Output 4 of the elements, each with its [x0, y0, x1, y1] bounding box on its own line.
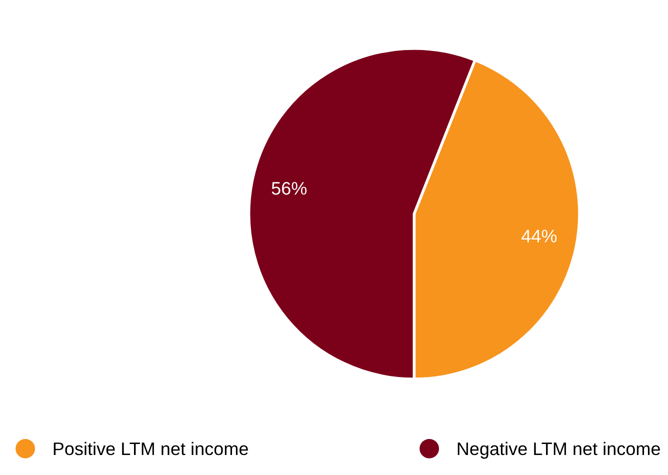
legend-label: Positive LTM net income	[54, 442, 248, 456]
legend-label: Negative LTM net income	[458, 442, 660, 459]
data-label: 44%	[522, 230, 557, 242]
data-label: 56%	[272, 182, 307, 195]
